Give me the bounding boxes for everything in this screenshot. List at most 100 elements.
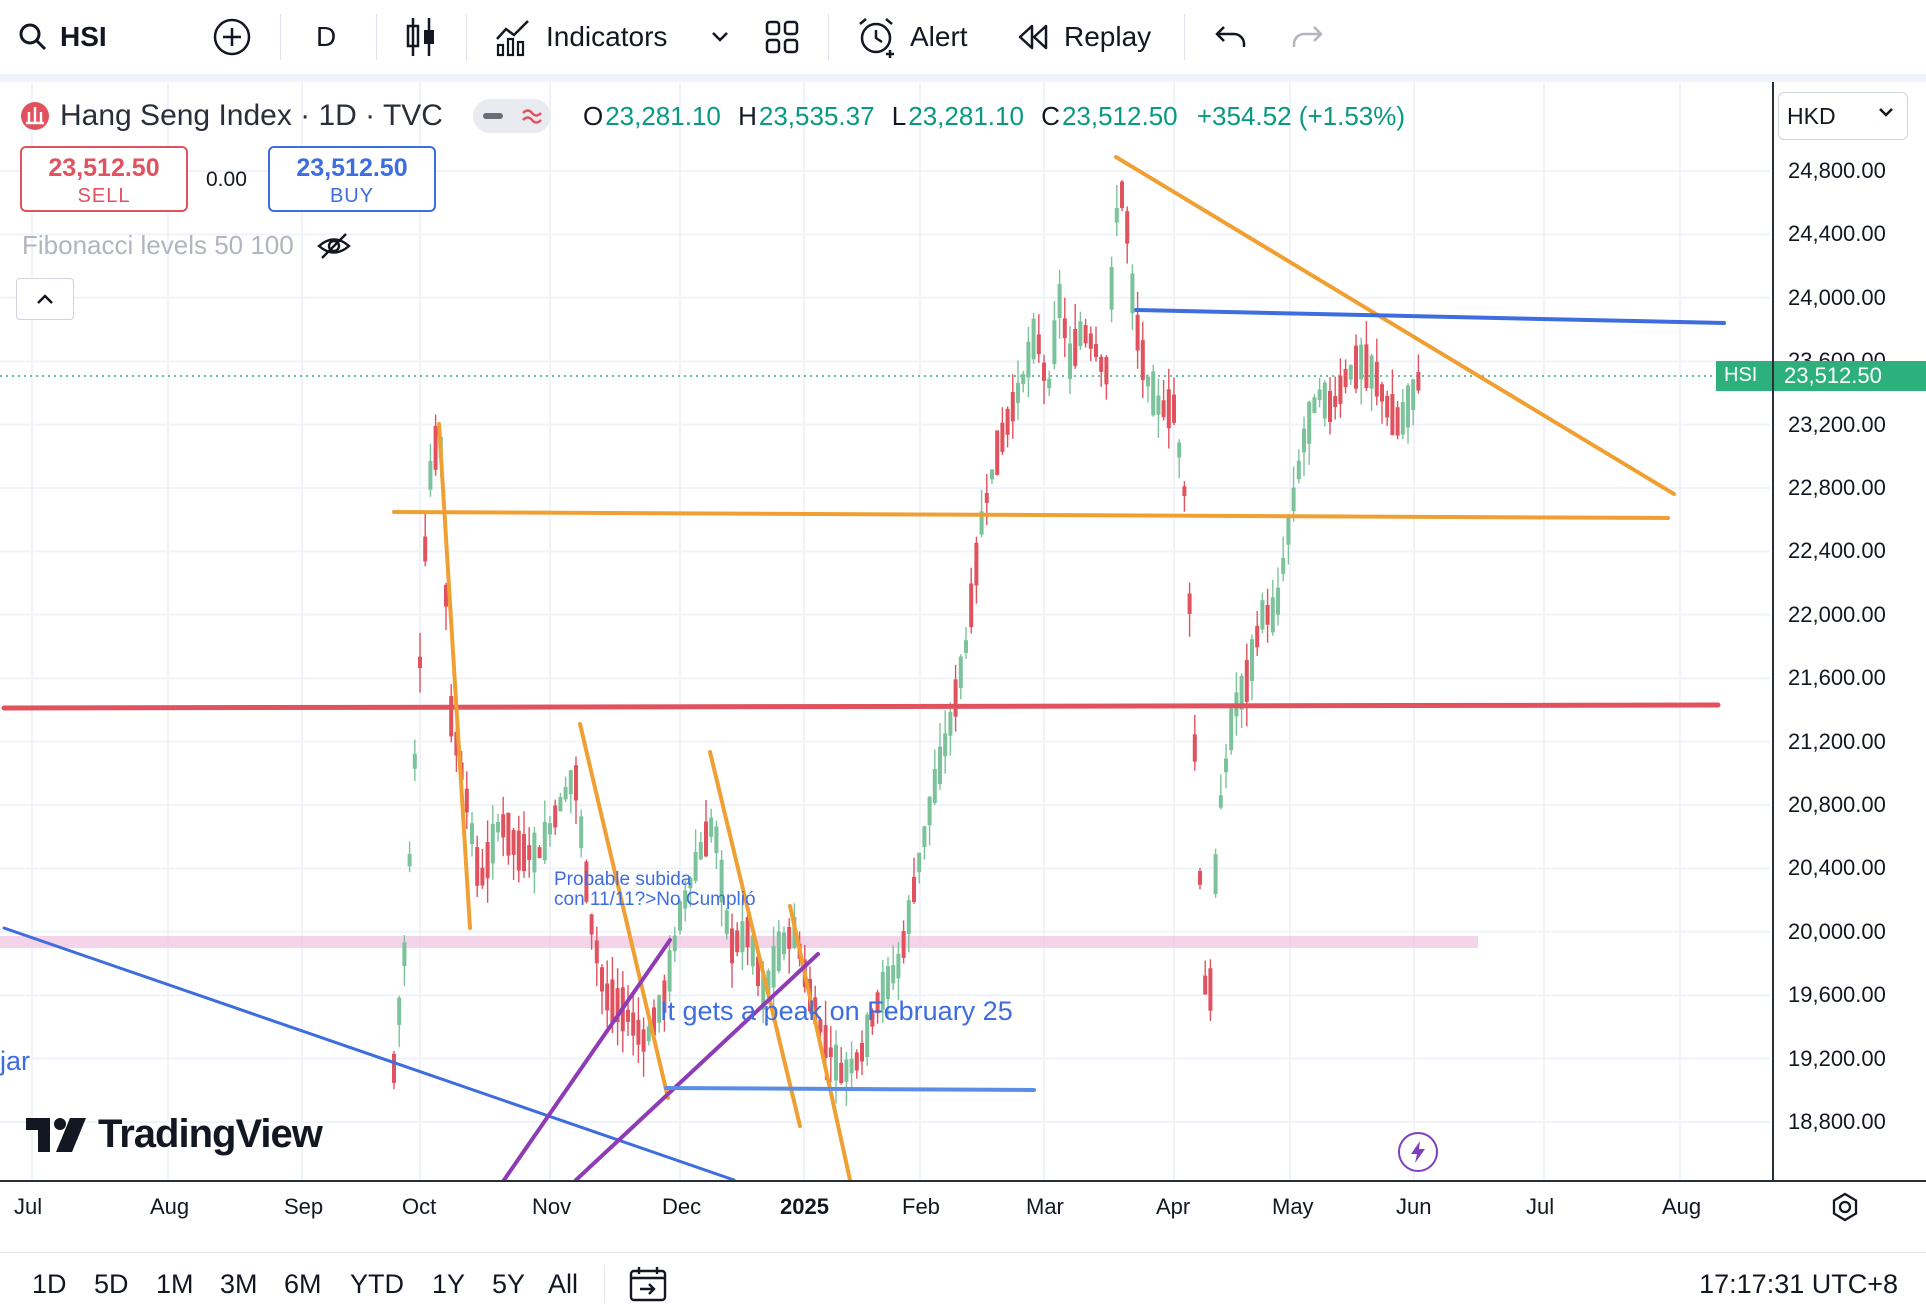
candle-down: [1140, 340, 1145, 381]
candle-up: [1286, 516, 1291, 545]
collapse-legend-button[interactable]: [16, 278, 74, 320]
sell-button[interactable]: 23,512.50 SELL: [20, 146, 188, 212]
support-line-red: [1, 702, 1721, 711]
candle-up: [397, 997, 402, 1025]
range-button-1y[interactable]: 1Y: [432, 1268, 466, 1299]
buy-button[interactable]: 23,512.50 BUY: [268, 146, 436, 212]
range-button-all[interactable]: All: [548, 1268, 579, 1299]
currency-selector[interactable]: HKD: [1778, 92, 1908, 140]
time-tick-label: Jun: [1396, 1194, 1432, 1219]
candle-down: [1005, 408, 1010, 435]
candle-down: [1120, 181, 1124, 208]
interval-label: D: [316, 21, 337, 52]
candle-down: [1192, 734, 1197, 762]
range-button-ytd[interactable]: YTD: [350, 1268, 404, 1299]
candle-down: [730, 928, 734, 964]
symbol-search[interactable]: HSI: [18, 0, 107, 74]
price-tick-label: 24,000.00: [1788, 284, 1886, 310]
candle-up: [1224, 758, 1228, 773]
range-button-5y[interactable]: 5Y: [492, 1268, 526, 1299]
time-scale[interactable]: Jul Aug Sep Oct Nov Dec 2025 Feb Mar Apr May Jun Jul…: [0, 1180, 1926, 1234]
price-tick-label: 23,200.00: [1788, 411, 1886, 437]
annotation-note[interactable]: Probable subida con 11/11?>No Cumplió: [554, 870, 756, 910]
candle-up: [740, 921, 745, 953]
candle-down: [818, 1019, 823, 1033]
interval-button[interactable]: D: [316, 0, 336, 74]
candle-down: [444, 584, 448, 607]
chart-type-button[interactable]: [404, 0, 438, 74]
candle-down: [1338, 375, 1343, 404]
candle-up: [542, 821, 547, 861]
range-button-5d[interactable]: 5D: [94, 1268, 129, 1299]
undo-button[interactable]: [1214, 0, 1248, 74]
price-tick-label: 24,400.00: [1788, 221, 1886, 247]
candle-down: [480, 867, 485, 886]
range-button-3m[interactable]: 3M: [220, 1268, 258, 1299]
range-button-6m[interactable]: 6M: [284, 1268, 322, 1299]
candle-up: [558, 797, 563, 812]
candle-up: [1322, 382, 1327, 419]
open-value: 23,281.10: [605, 100, 721, 131]
symbol-text: HSI: [60, 21, 107, 52]
indicators-button[interactable]: Indicators: [494, 0, 667, 74]
lightning-event-marker[interactable]: [1398, 1132, 1438, 1172]
legend-toggle[interactable]: [472, 99, 551, 133]
replay-button[interactable]: Replay: [1016, 0, 1151, 74]
candle-up: [964, 640, 968, 653]
price-tick-label: 20,000.00: [1788, 918, 1886, 944]
layout-button[interactable]: [764, 0, 800, 74]
candle-up: [886, 966, 890, 999]
alert-label: Alert: [910, 21, 968, 52]
candle-up: [750, 935, 755, 967]
goto-date-button[interactable]: [628, 1253, 668, 1315]
candle-down: [1042, 362, 1046, 381]
wave-icon: [522, 109, 542, 124]
candle-down: [511, 829, 516, 855]
candle-down: [1073, 328, 1078, 366]
candle-down: [953, 679, 958, 717]
candle-up: [891, 965, 896, 984]
candle-down: [522, 833, 526, 872]
candle-up: [1021, 374, 1026, 385]
annotation-peak[interactable]: It gets a peak on February 25: [660, 996, 1013, 1026]
compare-button[interactable]: [212, 0, 252, 74]
candle-down: [1000, 422, 1005, 452]
candle-down: [1010, 392, 1015, 422]
chart-settings-button[interactable]: [1830, 1192, 1860, 1227]
candle-down: [1135, 314, 1140, 351]
candle-down: [418, 656, 422, 668]
candle-up: [1229, 708, 1234, 751]
candle-down: [475, 847, 480, 886]
range-button-1m[interactable]: 1M: [156, 1268, 194, 1299]
redo-button[interactable]: [1290, 0, 1324, 74]
hsi-logo-icon: [21, 102, 49, 130]
eye-off-icon[interactable]: [316, 231, 352, 261]
lightning-icon: [1411, 1141, 1425, 1163]
chart-canvas[interactable]: [0, 82, 1770, 1180]
candle-up: [496, 822, 500, 833]
candle-down: [584, 861, 589, 902]
candle-down: [1187, 593, 1192, 614]
time-tick-label: Aug: [1662, 1194, 1702, 1219]
candle-up: [1317, 389, 1322, 400]
spread-value: 0.00: [206, 168, 247, 191]
candle-down: [1395, 407, 1400, 436]
candle-up: [880, 971, 885, 1010]
tradingview-logo: TradingView: [26, 1112, 323, 1157]
channel-line-purple: [502, 938, 672, 1180]
minus-icon: [482, 113, 503, 119]
indicators-dropdown[interactable]: [710, 0, 730, 74]
clock-timezone[interactable]: 17:17:31 UTC+8: [1699, 1268, 1898, 1299]
fibonacci-indicator-legend[interactable]: Fibonacci levels 50 100: [22, 230, 352, 261]
candle-down: [1172, 394, 1176, 423]
range-button-1d[interactable]: 1D: [32, 1268, 67, 1299]
annotation-cut[interactable]: jar: [0, 1046, 31, 1076]
candle-down: [839, 1062, 844, 1084]
candle-down: [1385, 395, 1390, 418]
candle-down: [631, 1012, 636, 1036]
candle-up: [1260, 600, 1265, 630]
alert-button[interactable]: Alert: [856, 0, 968, 74]
candle-up: [849, 1058, 854, 1074]
top-toolbar: HSI D Indicators Alert Replay: [0, 0, 1926, 75]
price-scale[interactable]: 24,800.0024,400.0024,000.0023,600.0023,2…: [1772, 82, 1926, 1180]
